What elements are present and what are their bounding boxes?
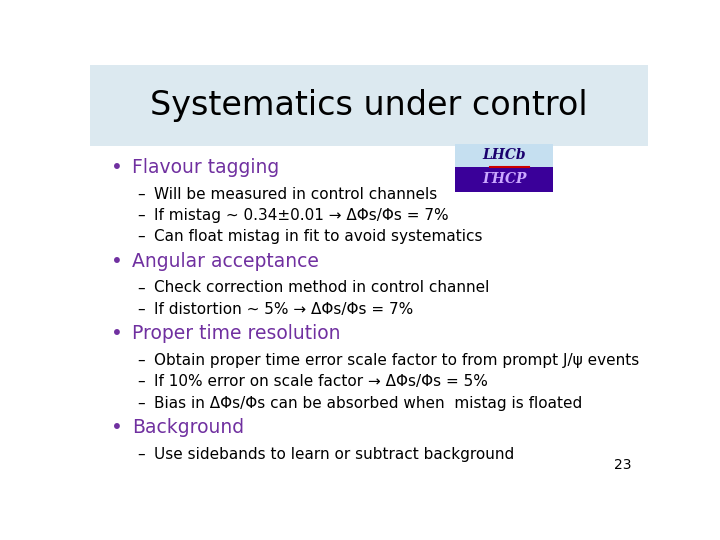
Text: Use sidebands to learn or subtract background: Use sidebands to learn or subtract backg…: [154, 447, 514, 462]
Text: ΓHCP: ΓHCP: [482, 172, 526, 186]
Text: •: •: [111, 158, 123, 177]
Text: Background: Background: [132, 418, 244, 437]
Text: •: •: [111, 418, 123, 437]
Text: Bias in ΔΦs/Φs can be absorbed when  mistag is floated: Bias in ΔΦs/Φs can be absorbed when mist…: [154, 395, 582, 410]
Text: –: –: [138, 447, 145, 462]
Text: Flavour tagging: Flavour tagging: [132, 158, 279, 177]
Text: –: –: [138, 187, 145, 201]
Text: If 10% error on scale factor → ΔΦs/Φs = 5%: If 10% error on scale factor → ΔΦs/Φs = …: [154, 374, 488, 389]
Text: –: –: [138, 280, 145, 295]
Text: Check correction method in control channel: Check correction method in control chann…: [154, 280, 490, 295]
Text: Can float mistag in fit to avoid systematics: Can float mistag in fit to avoid systema…: [154, 229, 482, 244]
Text: If distortion ~ 5% → ΔΦs/Φs = 7%: If distortion ~ 5% → ΔΦs/Φs = 7%: [154, 302, 413, 316]
FancyBboxPatch shape: [90, 65, 648, 146]
Text: Angular acceptance: Angular acceptance: [132, 252, 319, 271]
FancyBboxPatch shape: [456, 144, 553, 167]
Text: If mistag ~ 0.34±0.01 → ΔΦs/Φs = 7%: If mistag ~ 0.34±0.01 → ΔΦs/Φs = 7%: [154, 208, 449, 223]
Text: •: •: [111, 325, 123, 343]
Text: Systematics under control: Systematics under control: [150, 89, 588, 122]
Text: Proper time resolution: Proper time resolution: [132, 325, 341, 343]
Text: –: –: [138, 229, 145, 244]
Text: –: –: [138, 395, 145, 410]
Text: •: •: [111, 252, 123, 271]
Text: –: –: [138, 374, 145, 389]
FancyBboxPatch shape: [456, 167, 553, 192]
Text: –: –: [138, 302, 145, 316]
Text: –: –: [138, 353, 145, 368]
Text: –: –: [138, 208, 145, 223]
Text: LHCb: LHCb: [482, 148, 526, 163]
Text: 23: 23: [613, 458, 631, 472]
Text: Obtain proper time error scale factor to from prompt J/ψ events: Obtain proper time error scale factor to…: [154, 353, 639, 368]
Text: Will be measured in control channels: Will be measured in control channels: [154, 187, 438, 201]
